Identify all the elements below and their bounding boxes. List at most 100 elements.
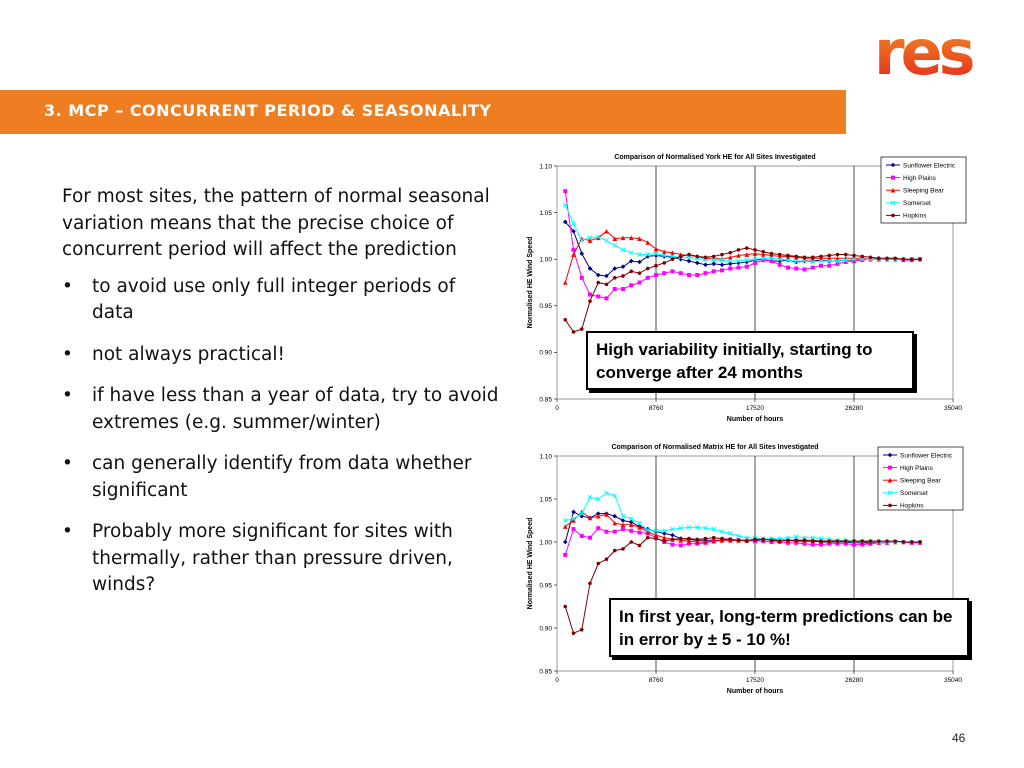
data-point-square — [843, 541, 848, 546]
data-point-circle — [835, 539, 840, 543]
data-point-cross — [760, 255, 766, 261]
data-point-triangle — [587, 238, 593, 243]
data-point-triangle — [711, 538, 717, 544]
data-point-triangle — [587, 515, 593, 521]
data-point-circle — [687, 252, 691, 257]
data-point-circle — [579, 327, 584, 331]
data-point-diamond — [612, 513, 618, 519]
data-point-triangle — [744, 252, 750, 257]
data-point-circle — [645, 266, 650, 271]
data-point-circle — [901, 540, 906, 544]
data-point-cross — [562, 202, 568, 208]
bullet-item: if have less than a year of data, try to… — [62, 383, 502, 436]
data-point-circle — [711, 254, 716, 259]
data-point-triangle — [653, 246, 659, 252]
data-point-cross — [661, 253, 667, 258]
x-axis-label: Number of hours — [727, 416, 783, 423]
data-point-cross — [637, 520, 642, 526]
y-tick-label: 1.00 — [539, 539, 552, 546]
data-point-square — [563, 189, 568, 194]
data-point-circle — [654, 536, 658, 541]
data-point-circle — [843, 539, 848, 543]
data-point-square — [629, 528, 634, 533]
data-point-triangle — [571, 252, 576, 257]
data-point-cross — [851, 256, 857, 262]
data-point-triangle — [887, 477, 893, 483]
data-point-triangle — [637, 236, 642, 241]
data-point-triangle — [694, 539, 700, 545]
body-text: For most sites, the pattern of normal se… — [62, 184, 502, 614]
y-tick-label: 1.05 — [539, 496, 552, 503]
data-point-cross — [736, 533, 741, 539]
data-point-circle — [860, 254, 865, 259]
data-point-circle — [687, 536, 691, 541]
data-point-cross — [711, 526, 717, 532]
data-point-square — [852, 542, 856, 547]
data-point-square — [654, 273, 658, 278]
data-point-circle — [703, 255, 708, 260]
data-point-circle — [670, 257, 675, 261]
data-point-circle — [744, 539, 749, 543]
data-point-square — [802, 541, 807, 546]
data-point-circle — [819, 254, 823, 259]
data-point-circle — [827, 539, 832, 543]
data-point-circle — [563, 604, 568, 609]
data-point-square — [736, 265, 741, 270]
data-point-circle — [670, 537, 675, 542]
callout-first-year: In first year, long-term predictions can… — [609, 598, 969, 657]
data-point-cross — [785, 257, 791, 263]
data-point-cross — [835, 258, 840, 264]
data-point-circle — [596, 280, 601, 285]
data-point-circle — [909, 257, 914, 261]
data-point-circle — [761, 537, 766, 542]
data-point-circle — [728, 250, 733, 255]
data-point-circle — [678, 254, 683, 259]
data-point-square — [571, 527, 576, 532]
data-point-square — [810, 265, 815, 270]
data-point-circle — [868, 539, 873, 543]
legend-label: Somerset — [903, 200, 931, 207]
data-point-square — [786, 540, 790, 545]
data-point-triangle — [637, 525, 642, 530]
data-point-cross — [785, 535, 791, 541]
x-tick-label: 8760 — [649, 405, 664, 412]
x-tick-label: 35040 — [944, 677, 962, 684]
data-point-cross — [859, 256, 865, 262]
data-point-triangle — [628, 235, 634, 241]
data-point-square — [588, 535, 592, 540]
data-point-cross — [661, 528, 667, 534]
data-point-square — [810, 542, 815, 547]
data-point-circle — [876, 256, 881, 261]
data-point-cross — [744, 257, 750, 263]
y-tick-label: 0.85 — [539, 396, 552, 403]
data-point-cross — [653, 528, 659, 534]
data-point-circle — [612, 276, 617, 280]
x-tick-label: 8760 — [649, 677, 664, 684]
data-point-circle — [819, 539, 823, 543]
data-point-square — [596, 294, 601, 299]
data-point-triangle — [653, 532, 659, 538]
data-point-cross — [604, 238, 609, 243]
y-tick-label: 0.90 — [539, 350, 552, 357]
data-point-square — [621, 527, 625, 532]
x-tick-label: 0 — [555, 405, 559, 412]
chart-title: Comparison of Normalised York HE for All… — [614, 154, 815, 161]
data-point-cross — [595, 496, 601, 502]
data-point-cross — [777, 256, 783, 262]
data-point-circle — [909, 540, 914, 544]
legend-label: High Plains — [900, 465, 934, 472]
data-point-circle — [711, 535, 716, 540]
page-title: 3. MCP – CONCURRENT PERIOD & SEASONALITY — [44, 101, 492, 120]
data-point-cross — [719, 529, 725, 535]
data-point-cross — [802, 258, 807, 264]
data-point-circle — [695, 254, 700, 259]
data-point-circle — [885, 539, 889, 543]
data-point-square — [852, 259, 856, 264]
data-point-cross — [719, 257, 725, 263]
data-point-cross — [727, 258, 733, 264]
y-tick-label: 0.85 — [539, 668, 552, 675]
data-point-circle — [720, 252, 724, 257]
data-point-cross — [826, 258, 832, 264]
bullet-item: to avoid use only full integer periods o… — [62, 274, 502, 327]
legend-label: Hopkins — [900, 503, 924, 510]
